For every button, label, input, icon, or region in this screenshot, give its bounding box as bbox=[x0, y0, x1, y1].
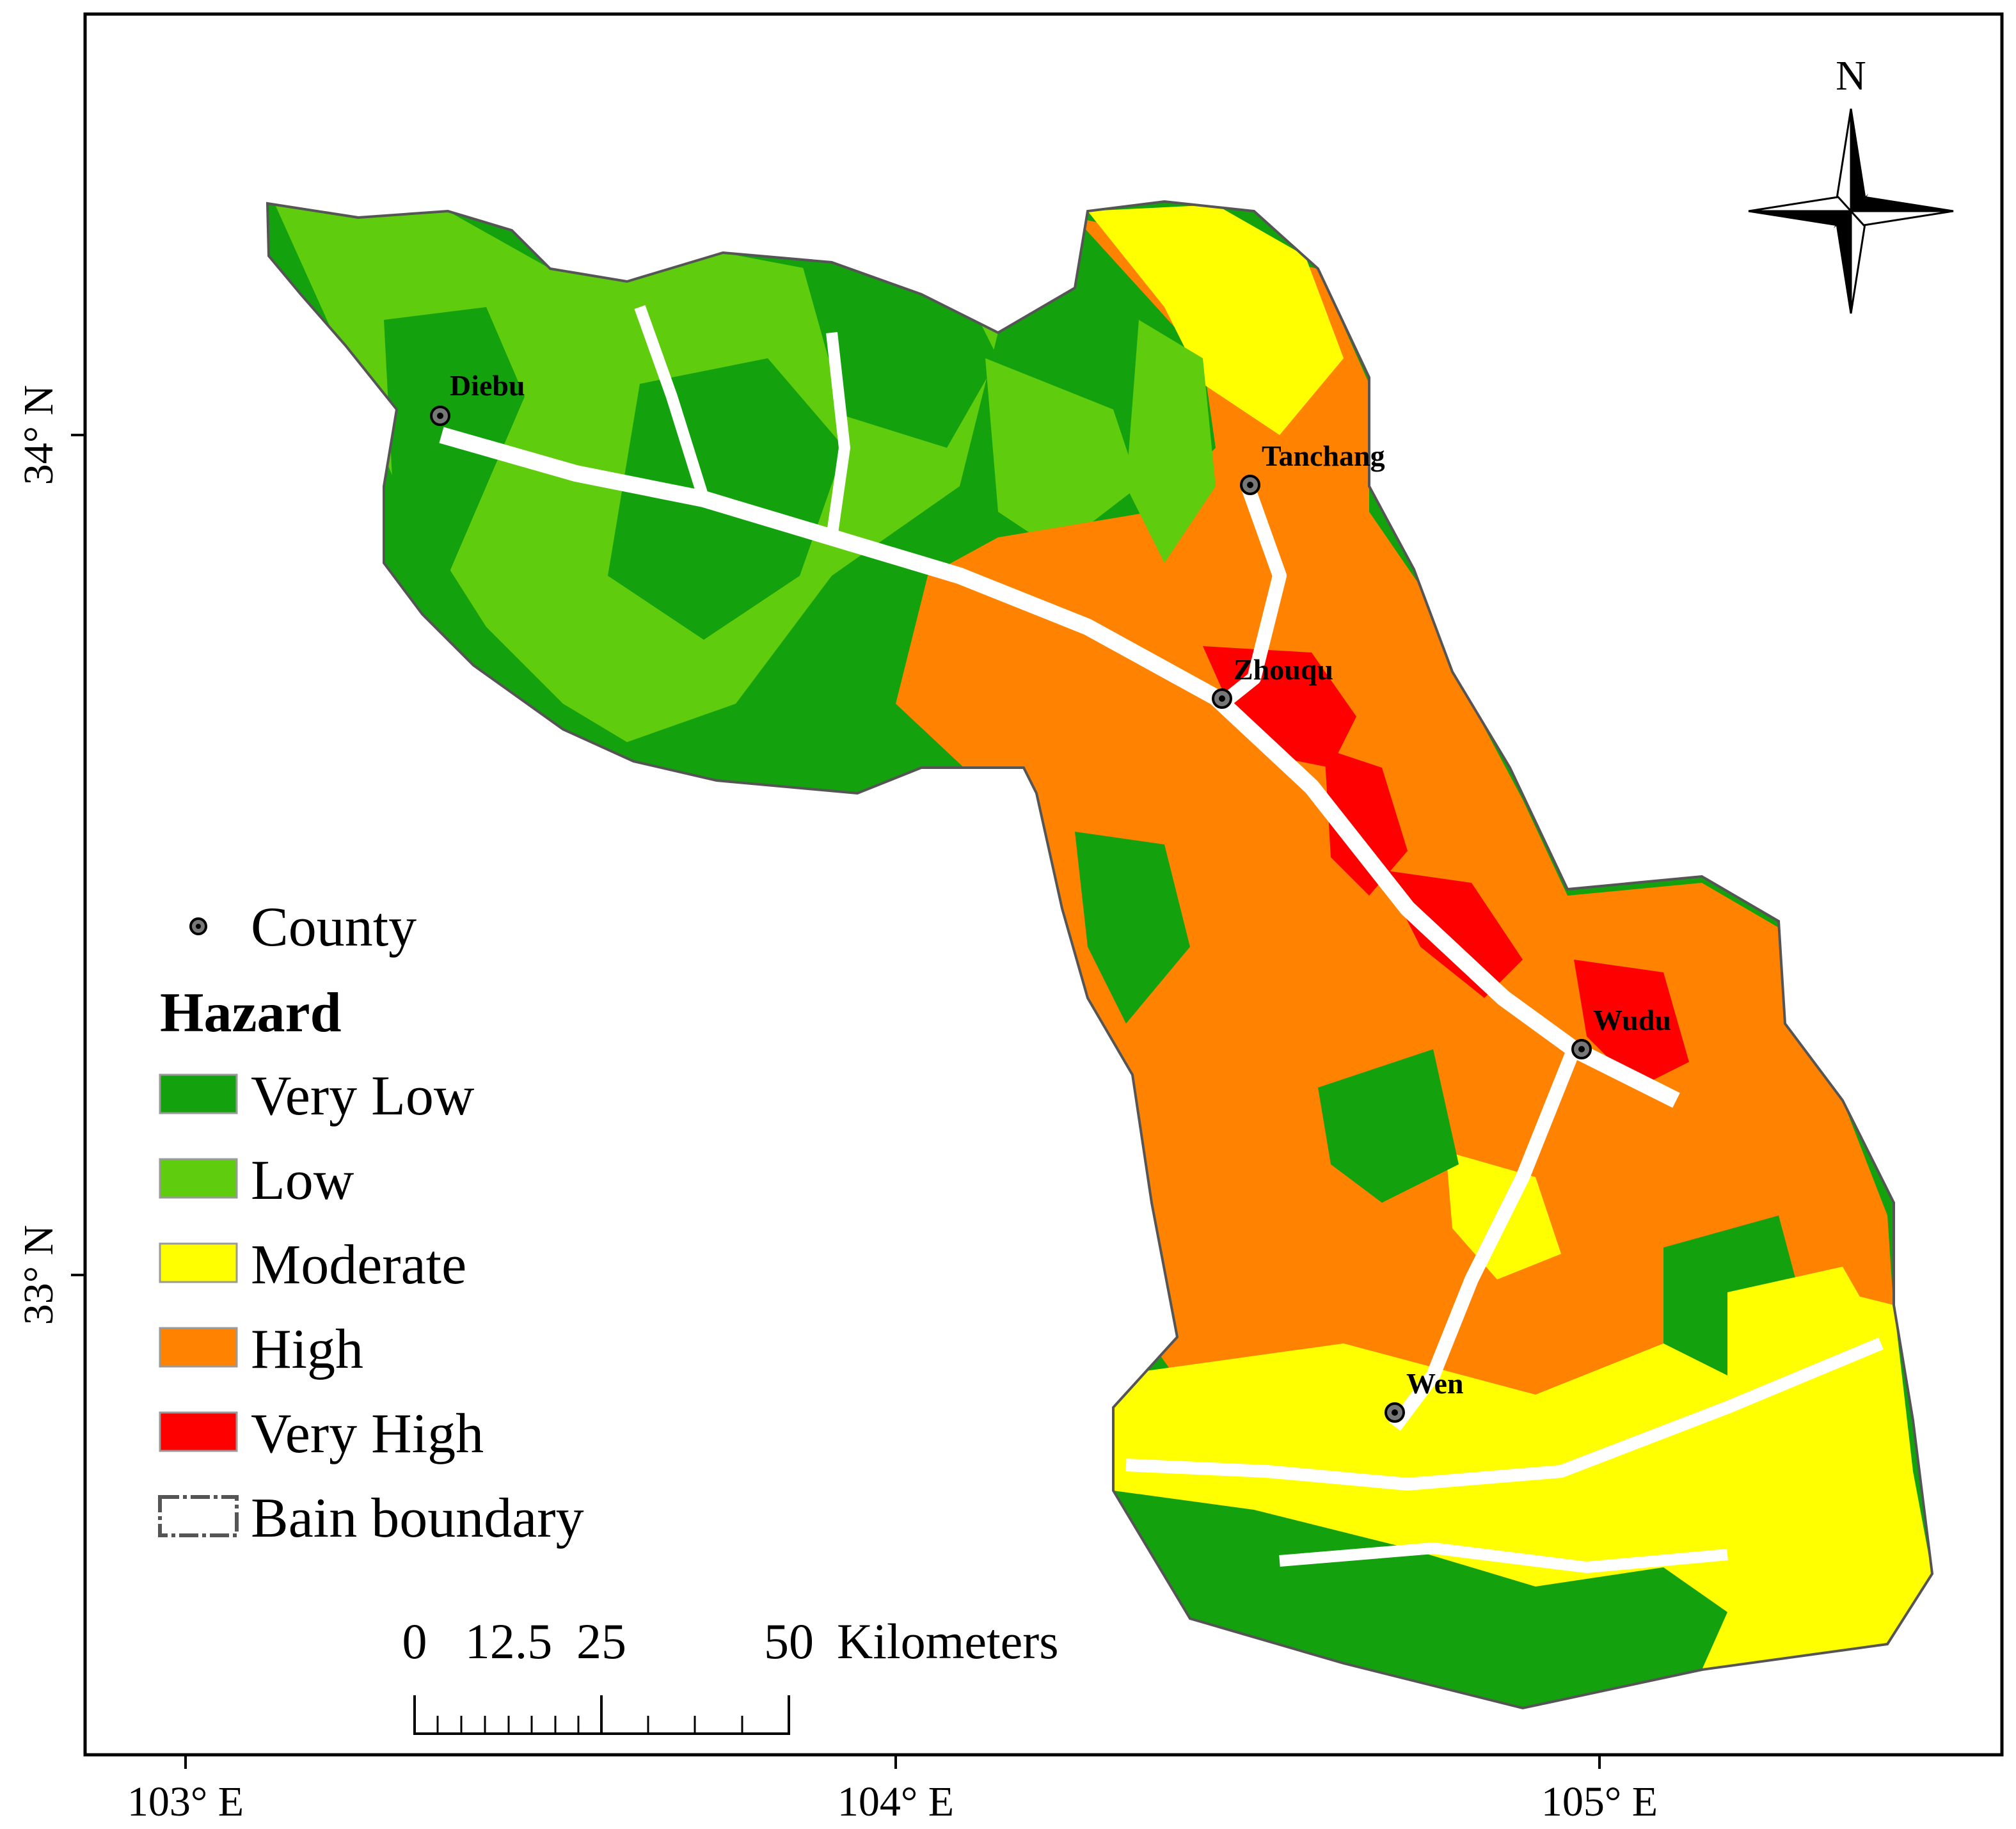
river-valley bbox=[439, 427, 1680, 1108]
scale-label: 12.5 bbox=[465, 1613, 553, 1669]
zone-very-low bbox=[1075, 832, 1190, 1024]
county-label: Tanchang bbox=[1262, 439, 1385, 472]
county-marker[interactable]: Wen bbox=[1385, 1367, 1463, 1423]
legend-class-label: Very Low bbox=[251, 1065, 475, 1127]
legend-swatch bbox=[159, 1073, 238, 1114]
legend: County Hazard Very Low Low Moderate High… bbox=[158, 896, 584, 1549]
y-tick-label: 34° N bbox=[15, 385, 62, 486]
county-marker[interactable]: Diebu bbox=[430, 369, 525, 426]
legend-title: Hazard bbox=[160, 982, 342, 1044]
y-tick-label: 33° N bbox=[15, 1225, 62, 1326]
zone-very-low bbox=[1113, 1491, 1727, 1708]
zone-very-high bbox=[1574, 960, 1689, 1088]
x-tick-label: 104° E bbox=[837, 1778, 954, 1825]
zone-low bbox=[985, 358, 1139, 550]
county-marker[interactable]: Zhouqu bbox=[1212, 653, 1333, 709]
river-valley bbox=[1125, 1337, 1884, 1491]
zone-moderate bbox=[1088, 205, 1344, 435]
county-label: Zhouqu bbox=[1234, 653, 1333, 686]
legend-county-label: County bbox=[251, 896, 417, 958]
legend-class-label: Very High bbox=[251, 1403, 484, 1465]
legend-class-label: High bbox=[251, 1318, 363, 1381]
scale-label: 50 bbox=[764, 1613, 814, 1669]
north-arrow: N bbox=[1748, 52, 1954, 314]
county-marker[interactable]: Wudu bbox=[1571, 1004, 1671, 1059]
scale-label: 25 bbox=[576, 1613, 626, 1669]
legend-swatch bbox=[159, 1242, 238, 1283]
basin-boundary-legend-icon bbox=[158, 1495, 239, 1537]
scale-unit: Kilometers bbox=[837, 1613, 1059, 1669]
legend-swatch bbox=[159, 1158, 238, 1199]
legend-swatch bbox=[159, 1327, 238, 1368]
river-valley bbox=[1389, 1046, 1581, 1431]
legend-boundary-label: Bain boundary bbox=[251, 1487, 584, 1549]
zone-low bbox=[1126, 320, 1216, 563]
county-markers: Diebu Tanchang Zhouqu Wudu Wen bbox=[430, 369, 1671, 1423]
river-valley bbox=[634, 305, 710, 501]
y-axis: 34° N 33° N bbox=[15, 385, 85, 1326]
river-valley bbox=[826, 332, 850, 539]
legend-class-label: Moderate bbox=[251, 1234, 466, 1296]
north-label: N bbox=[1836, 52, 1866, 99]
zone-very-high bbox=[1203, 646, 1356, 768]
x-tick-label: 103° E bbox=[127, 1778, 244, 1825]
basin-outline bbox=[266, 200, 1934, 1710]
river-valley bbox=[1279, 1542, 1728, 1573]
river-valley bbox=[1218, 484, 1287, 709]
x-axis: 103° E 104° E 105° E bbox=[127, 1755, 1658, 1825]
county-label: Wudu bbox=[1593, 1004, 1671, 1036]
zone-moderate bbox=[1727, 1267, 1894, 1510]
county-label: Wen bbox=[1406, 1367, 1463, 1400]
x-tick-label: 105° E bbox=[1541, 1778, 1658, 1825]
zone-very-high bbox=[1382, 870, 1523, 998]
county-label: Diebu bbox=[450, 369, 525, 402]
zone-very-high bbox=[1324, 748, 1408, 896]
scale-label: 0 bbox=[402, 1613, 427, 1669]
county-marker[interactable]: Tanchang bbox=[1240, 439, 1385, 495]
scale-bar: 0 12.5 25 50 Kilometers bbox=[402, 1613, 1059, 1735]
legend-swatch bbox=[159, 1411, 238, 1452]
zone-very-low bbox=[1318, 1049, 1459, 1203]
legend-class-label: Low bbox=[251, 1150, 354, 1212]
